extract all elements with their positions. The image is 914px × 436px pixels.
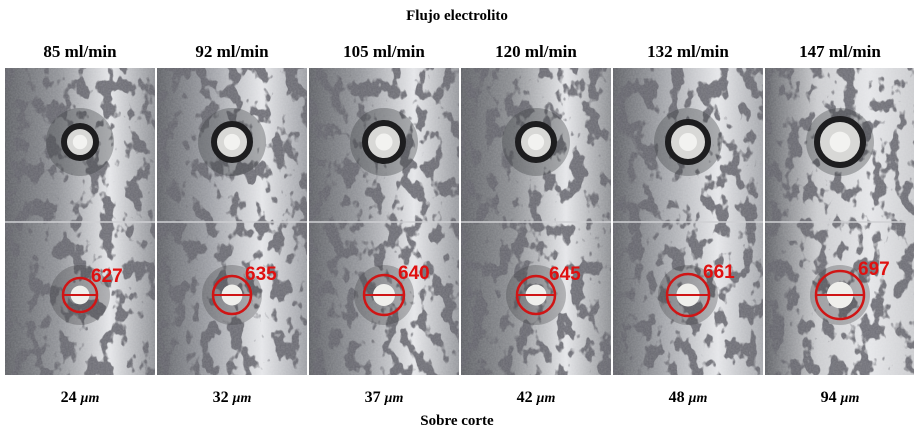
figure-title: Flujo electrolito — [406, 8, 508, 24]
overcut-value: 42 — [517, 389, 533, 406]
overcut-label: 42 μm — [517, 389, 556, 406]
overcut-unit: μm — [80, 391, 100, 406]
diameter-label: 645 — [549, 264, 581, 285]
diameter-label: 635 — [245, 264, 277, 285]
flow-label: 120 ml/min — [495, 42, 577, 61]
overcut-unit: μm — [536, 391, 556, 406]
panel: 697 147 ml/min 94 μm — [765, 42, 914, 406]
crater-core — [375, 133, 393, 151]
panel: 661 132 ml/min 48 μm — [613, 42, 763, 406]
crater-core — [829, 131, 851, 153]
overcut-label: 37 μm — [365, 389, 404, 406]
diameter-label: 697 — [858, 259, 890, 280]
overcut-value: 48 — [669, 389, 685, 406]
panel: 635 92 ml/min 32 μm — [157, 42, 307, 406]
crater-core — [527, 133, 545, 151]
overcut-value: 37 — [365, 389, 381, 406]
overcut-label: 48 μm — [669, 389, 708, 406]
overcut-value: 32 — [213, 389, 229, 406]
figure-footer: Sobre corte — [420, 413, 494, 429]
diameter-label: 661 — [703, 262, 735, 283]
overcut-value: 24 — [61, 389, 77, 406]
overcut-unit: μm — [384, 391, 404, 406]
crater-core — [72, 134, 88, 150]
panel: 640 105 ml/min 37 μm — [309, 42, 459, 406]
overcut-value: 94 — [821, 389, 837, 406]
flow-label: 92 ml/min — [195, 42, 269, 61]
panel: 645 120 ml/min 42 μm — [461, 42, 611, 406]
panel: 627 85 ml/min 24 μm — [5, 42, 155, 406]
diameter-label: 640 — [398, 263, 430, 284]
overcut-unit: μm — [688, 391, 708, 406]
crater-core — [223, 133, 241, 151]
diameter-label: 627 — [91, 266, 123, 287]
overcut-unit: μm — [840, 391, 860, 406]
flow-label: 132 ml/min — [647, 42, 729, 61]
flow-label: 105 ml/min — [343, 42, 425, 61]
overcut-label: 94 μm — [821, 389, 860, 406]
overcut-label: 24 μm — [61, 389, 100, 406]
overcut-unit: μm — [232, 391, 252, 406]
flow-label: 147 ml/min — [799, 42, 881, 61]
panels: 627 85 ml/min 24 μm 635 92 ml/min 32 μm 640 105… — [5, 42, 914, 406]
flow-label: 85 ml/min — [43, 42, 117, 61]
overcut-label: 32 μm — [213, 389, 252, 406]
crater-core — [679, 133, 697, 151]
